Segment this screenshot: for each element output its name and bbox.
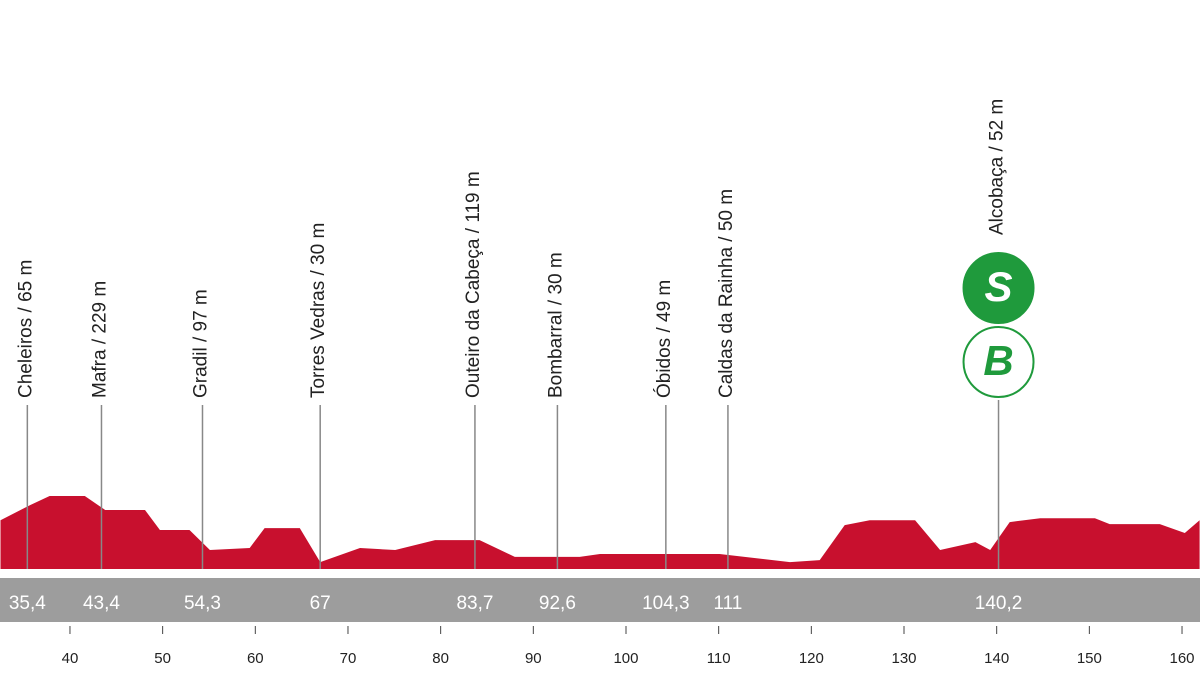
x-tick-label: 70 [340,650,357,667]
km-band [0,578,1200,622]
x-tick-label: 110 [707,650,731,667]
x-tick-label: 80 [432,650,449,667]
waypoint-km: 104,3 [642,593,690,614]
waypoint-km: 111 [713,593,742,614]
waypoint-name: Bombarral / 30 m [545,252,566,398]
waypoint-name: Alcobaça / 52 m [987,99,1008,235]
waypoint-km: 92,6 [539,593,576,614]
waypoint-km: 43,4 [83,593,120,614]
x-tick-label: 90 [525,650,542,667]
x-tick-label: 60 [247,650,264,667]
x-tick-label: 140 [984,650,1009,667]
waypoint-km: 140,2 [975,593,1023,614]
waypoint-km: 67 [310,593,331,614]
waypoint-name: Outeiro da Cabeça / 119 m [463,171,484,398]
waypoint-km: 83,7 [456,593,493,614]
waypoint-name: Cheleiros / 65 m [15,260,36,398]
badge-label: S [985,263,1013,310]
x-tick-label: 100 [613,650,638,667]
elevation-area [0,496,1200,569]
waypoint-name: Mafra / 229 m [89,281,110,398]
waypoint-name: Óbidos / 49 m [653,280,675,398]
badge [962,326,1035,398]
waypoint-km: 54,3 [184,593,221,614]
x-tick-label: 50 [154,650,171,667]
badge [962,252,1035,324]
badge-label: B [983,337,1013,384]
waypoint-name: Caldas da Rainha / 50 m [716,189,737,398]
x-tick-label: 130 [891,650,916,667]
x-tick-label: 40 [62,650,79,667]
waypoint-km: 35,4 [9,593,46,614]
waypoint-name: Torres Vedras / 30 m [308,223,329,398]
x-tick-label: 120 [799,650,824,667]
x-tick-label: 150 [1077,650,1102,667]
x-tick-label: 160 [1170,650,1195,667]
waypoint-name: Gradil / 97 m [191,289,212,398]
